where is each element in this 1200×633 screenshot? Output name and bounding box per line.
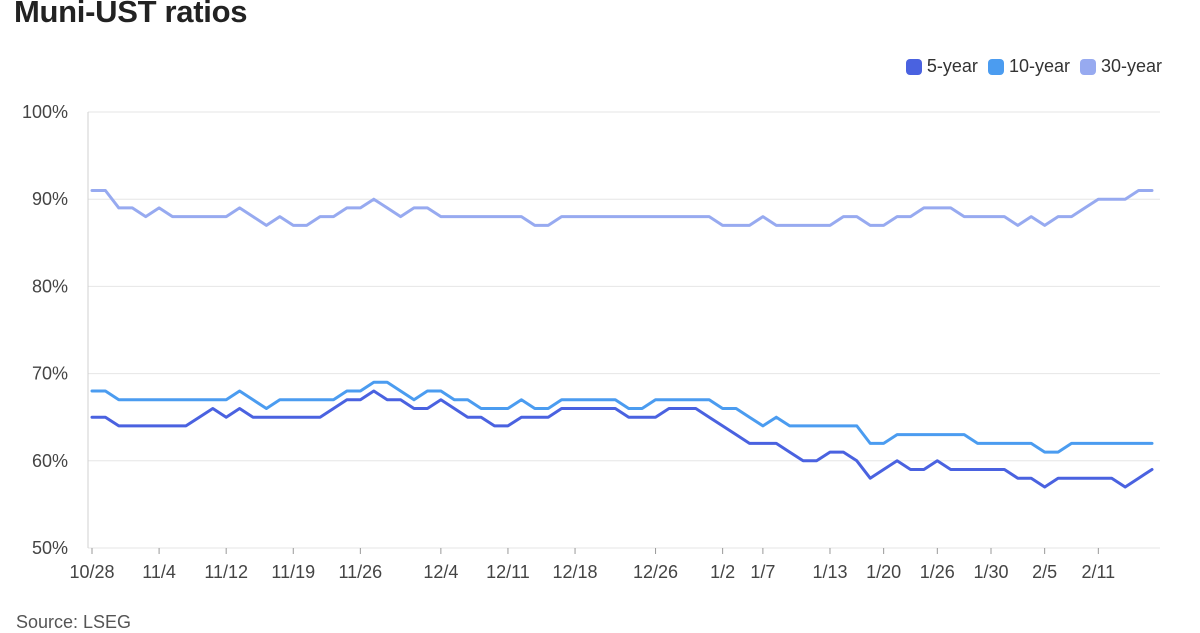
series-line-5-year [90,389,1154,489]
legend-item-30-year: 30-year [1079,56,1162,77]
x-tick-label: 11/19 [271,562,315,582]
x-tick-label: 12/4 [423,562,458,582]
x-tick-label: 2/5 [1032,562,1057,582]
chart-title: Muni-UST ratios [14,0,248,29]
legend-label-5-year: 5-year [926,56,978,76]
y-tick-label: 60% [32,451,68,471]
series-line-30-year [90,189,1154,227]
legend-label-30-year: 30-year [1100,56,1162,76]
legend-item-10-year: 10-year [987,56,1070,77]
x-tick-label: 12/11 [486,562,530,582]
source-note: Source: LSEG [16,612,132,632]
x-tick-label: 2/11 [1081,562,1115,582]
legend-label-10-year: 10-year [1008,56,1070,76]
y-tick-label: 80% [32,276,68,296]
x-tick-label: 12/26 [633,562,678,582]
y-tick-label: 100% [22,102,68,122]
x-tick-label: 1/20 [866,562,901,582]
chart-legend: 5-year 10-year 30-year [905,56,1162,77]
legend-swatch-30-year [1079,58,1096,75]
legend-swatch-5-year [905,58,922,75]
x-tick-label: 1/7 [750,562,775,582]
legend-swatch-10-year [987,58,1004,75]
legend-item-5-year: 5-year [905,56,978,77]
x-tick-label: 1/13 [812,562,847,582]
x-tick-label: 11/26 [338,562,382,582]
x-tick-label: 1/2 [710,562,735,582]
series-line-10-year [90,380,1154,454]
x-tick-label: 12/18 [553,562,598,582]
x-tick-label: 1/26 [920,562,955,582]
y-tick-label: 50% [32,538,68,558]
y-tick-label: 90% [32,189,68,209]
y-tick-label: 70% [32,364,68,384]
x-tick-label: 11/12 [204,562,248,582]
x-tick-label: 11/4 [142,562,176,582]
x-tick-label: 1/30 [973,562,1008,582]
x-tick-label: 10/28 [69,562,114,582]
